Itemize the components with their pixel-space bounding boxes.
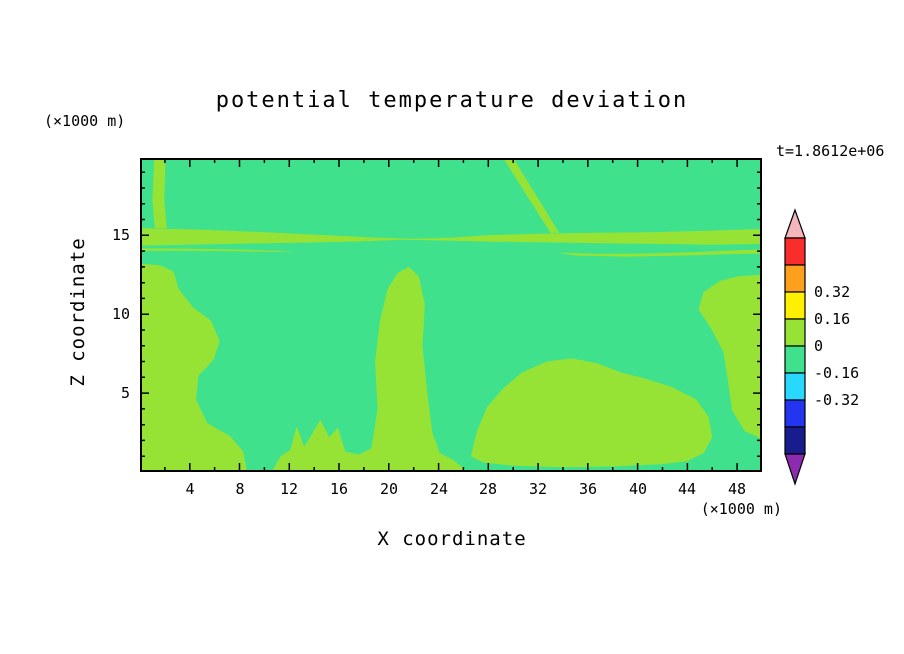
x-tick-label: 12 bbox=[279, 480, 299, 498]
colorbar-label: 0.16 bbox=[814, 310, 851, 328]
x-tick-label: 48 bbox=[727, 480, 747, 498]
colorbar-label: 0 bbox=[814, 337, 824, 355]
x-tick-label: 40 bbox=[628, 480, 648, 498]
colorbar-segment bbox=[784, 426, 806, 455]
x-tick-label: 16 bbox=[329, 480, 349, 498]
colorbar-label: -0.32 bbox=[814, 391, 860, 409]
x-tick-label: 32 bbox=[528, 480, 548, 498]
contour-plot-area bbox=[140, 158, 762, 472]
colorbar-segment bbox=[784, 345, 806, 374]
colorbar-label: -0.16 bbox=[814, 364, 860, 382]
z-tick-label: 15 bbox=[111, 226, 130, 244]
time-label: t=1.8612e+06 bbox=[776, 142, 885, 160]
field-region-right-edge-lobe bbox=[698, 274, 762, 439]
colorbar-segment bbox=[784, 372, 806, 401]
field-region-band-sliver-left bbox=[140, 248, 296, 253]
field-region-upper-band bbox=[140, 228, 762, 246]
figure-title: potential temperature deviation bbox=[215, 88, 689, 113]
field-region-lower-right-blob bbox=[470, 358, 713, 468]
field-region-left-top-wisp bbox=[152, 158, 167, 229]
x-tick-label: 4 bbox=[185, 480, 195, 498]
z-tick-label: 10 bbox=[111, 305, 130, 323]
colorbar-arrow-up bbox=[784, 208, 806, 239]
axis-ticks bbox=[140, 158, 762, 472]
field-region-band-sliver-right bbox=[556, 249, 762, 257]
z-tick-label: 5 bbox=[120, 384, 130, 402]
field-region-bottom-strip-and-plume bbox=[271, 266, 466, 472]
colorbar-segment bbox=[784, 399, 806, 428]
x-tick-label: 8 bbox=[235, 480, 245, 498]
x-tick-label: 28 bbox=[478, 480, 498, 498]
colorbar-segment bbox=[784, 318, 806, 347]
x-tick-label: 44 bbox=[677, 480, 697, 498]
plot-border bbox=[140, 158, 762, 472]
x-axis-unit-label: (×1000 m) bbox=[700, 500, 782, 518]
x-axis-title: X coordinate bbox=[377, 528, 527, 550]
x-tick-label: 24 bbox=[429, 480, 449, 498]
field-region-mid-top-wisp bbox=[503, 158, 560, 233]
x-tick-label: 36 bbox=[578, 480, 598, 498]
colorbar-segment bbox=[784, 291, 806, 320]
colorbar-arrow-down bbox=[784, 453, 806, 486]
colorbar-segment bbox=[784, 264, 806, 293]
field-region-lower-left-region bbox=[140, 263, 247, 472]
colorbar bbox=[784, 208, 806, 486]
x-tick-label: 20 bbox=[379, 480, 399, 498]
colorbar-label: 0.32 bbox=[814, 283, 851, 301]
z-axis-unit-label: (×1000 m) bbox=[44, 112, 126, 130]
colorbar-segment bbox=[784, 237, 806, 266]
